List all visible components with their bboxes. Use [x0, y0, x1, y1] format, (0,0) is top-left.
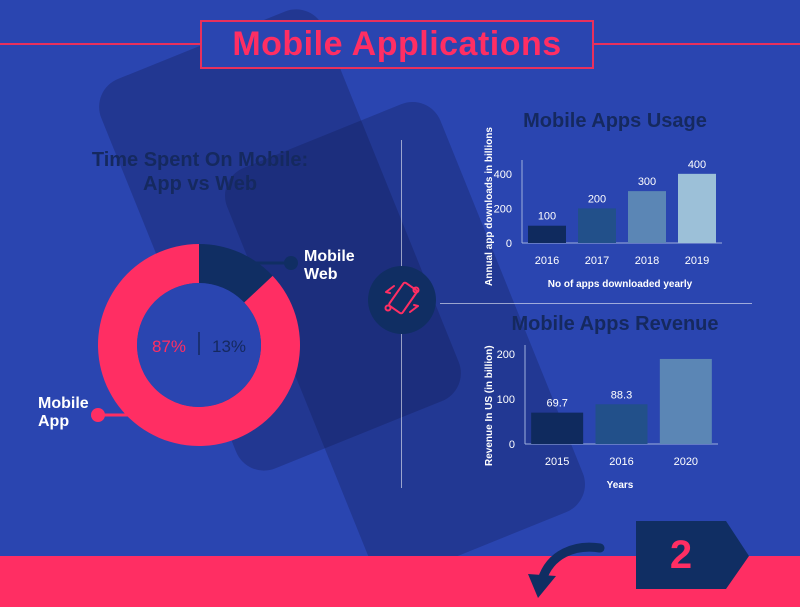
donut-label-web: Mobile Web	[304, 248, 355, 284]
donut-label-web-line2: Web	[304, 266, 338, 283]
usage-y-tick-label: 200	[494, 203, 512, 215]
page-title: Mobile Applications	[200, 20, 594, 69]
horizontal-divider	[440, 303, 752, 304]
usage-bar-2017	[578, 208, 616, 243]
revenue-x-tick-label: 2020	[674, 456, 698, 468]
usage-y-axis-label: Annual app downloads in billions	[484, 127, 495, 286]
revenue-y-tick-label: 200	[497, 349, 515, 361]
page-number: 2	[669, 533, 693, 577]
usage-chart-title: Mobile Apps Usage	[523, 110, 707, 132]
title-rule-left	[0, 43, 200, 45]
usage-y-tick-label: 400	[494, 169, 512, 181]
donut-slice-mobile-web	[199, 244, 273, 303]
donut-title-line1: Time Spent On Mobile:	[91, 149, 309, 171]
revenue-x-axis-label: Years	[606, 480, 634, 491]
donut-label-app: Mobile App	[38, 395, 89, 431]
usage-y-tick-label: 0	[506, 238, 512, 250]
donut-label-app-line1: Mobile	[38, 395, 89, 412]
donut-slice-mobile-app	[97, 244, 301, 446]
usage-x-tick-label: 2016	[535, 255, 559, 267]
revenue-chart-title: Mobile Apps Revenue	[511, 313, 719, 335]
web-leader-dot	[284, 256, 298, 270]
usage-x-tick-label: 2017	[585, 255, 609, 267]
revenue-bar-2015	[531, 412, 584, 444]
usage-x-tick-label: 2018	[635, 255, 659, 267]
revenue-data-label: 69.7	[546, 398, 567, 410]
revenue-y-tick-label: 0	[509, 439, 515, 451]
page-number-tab	[636, 521, 749, 589]
donut-label-web-line1: Mobile	[304, 248, 355, 265]
title-rule-right	[594, 43, 800, 45]
revenue-data-label: 88.3	[611, 389, 632, 401]
revenue-x-tick-label: 2015	[545, 456, 569, 468]
usage-data-label: 400	[688, 159, 706, 171]
usage-bar-2019	[678, 173, 716, 243]
revenue-x-tick-label: 2016	[609, 456, 633, 468]
revenue-bar-2016	[595, 404, 648, 444]
usage-bar-2018	[628, 191, 666, 243]
donut-label-app-line2: App	[38, 413, 70, 430]
usage-bar-2016	[528, 225, 566, 243]
revenue-bar-2020	[659, 358, 712, 444]
app-leader-dot	[91, 408, 105, 422]
revenue-y-tick-label: 100	[497, 394, 515, 406]
donut-title-line2: App vs Web	[142, 173, 258, 195]
revenue-y-axis-label: Revenue In US (in billion)	[484, 345, 495, 466]
donut-center-app-value: 87%	[152, 337, 186, 356]
donut-center-web-value: 13%	[212, 337, 246, 356]
phone-apps-icon	[368, 266, 436, 334]
usage-data-label: 100	[538, 211, 556, 223]
usage-data-label: 300	[638, 176, 656, 188]
usage-data-label: 200	[588, 193, 606, 205]
donut-chart-title: Time Spent On Mobile: App vs Web	[60, 148, 340, 196]
curved-arrow-icon	[528, 542, 605, 598]
usage-x-axis-label: No of apps downloaded yearly	[547, 279, 693, 290]
usage-x-tick-label: 2019	[685, 255, 709, 267]
